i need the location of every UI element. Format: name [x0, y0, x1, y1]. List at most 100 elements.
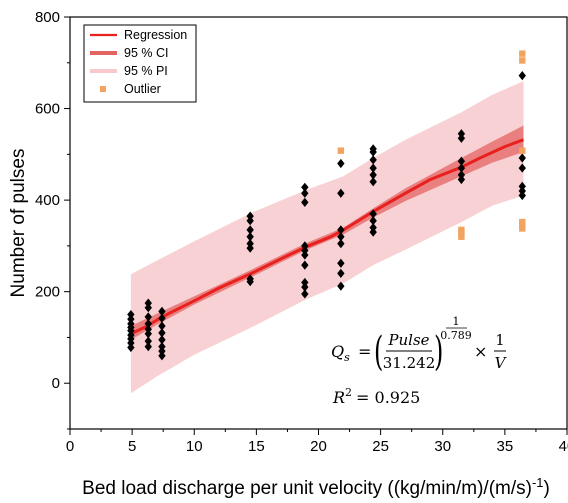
equation-equals: =: [358, 342, 371, 361]
data-point: [369, 177, 377, 187]
equation-right-paren: ): [434, 327, 443, 374]
data-point: [246, 276, 254, 287]
equation-frac2-denominator: V: [495, 354, 508, 372]
data-point: [144, 303, 152, 313]
data-point: [158, 328, 166, 338]
data-point: [337, 239, 345, 249]
equation-exponent-denominator: 0.789: [440, 329, 472, 342]
data-point: [158, 313, 166, 323]
data-point: [246, 225, 254, 235]
outlier-point: [519, 50, 526, 57]
data-point: [337, 188, 345, 198]
legend-outlier-swatch: [100, 86, 106, 92]
x-tick-label: 10: [186, 438, 203, 455]
data-point: [369, 227, 377, 237]
regression-line: [130, 138, 525, 336]
data-point: [144, 342, 152, 352]
r-squared-value: = 0.925: [356, 388, 420, 407]
outlier-point: [519, 225, 526, 232]
y-tick-label: 800: [35, 9, 60, 26]
outlier-point: [458, 226, 465, 234]
equation-denominator: 31.242: [383, 354, 436, 372]
data-point: [301, 188, 309, 198]
x-axis-title-close: ): [544, 478, 550, 499]
data-point: [457, 163, 466, 173]
equation-annotation: Qs = ( Pulse 31.242 ) 1 0.789 × 1 V: [331, 315, 508, 375]
equation-left-paren: (: [374, 327, 383, 374]
data-point: [369, 216, 377, 226]
data-point: [246, 243, 254, 253]
outlier-point: [337, 147, 345, 154]
x-axis-title-main: Bed load discharge per unit velocity ((k…: [82, 478, 532, 499]
data-point: [457, 156, 466, 166]
outlier-point: [458, 229, 465, 237]
ci-band: [130, 125, 524, 340]
data-point: [369, 170, 377, 180]
data-point: [144, 319, 152, 329]
legend-outlier-label: Outlier: [124, 82, 161, 96]
x-tick-label: 35: [497, 438, 514, 455]
equation-lhs-subscript: s: [344, 351, 350, 364]
data-point: [337, 232, 345, 242]
y-tick-label: 0: [52, 375, 60, 392]
data-point: [369, 155, 377, 165]
data-point: [518, 190, 526, 201]
data-point: [158, 306, 166, 316]
data-point: [457, 174, 466, 185]
legend: Regression 95 % CI 95 % PI Outlier: [83, 24, 197, 103]
data-point: [301, 260, 309, 270]
legend-ci-label: 95 % CI: [124, 46, 168, 60]
data-point: [301, 182, 309, 192]
data-point: [369, 147, 377, 157]
x-tick-label: 40: [559, 438, 568, 455]
equation-numerator: Pulse: [387, 331, 429, 349]
x-tick-label: 0: [66, 438, 74, 455]
equation-frac2-numerator: 1: [495, 331, 505, 349]
x-axis-title-superscript: -1: [532, 475, 544, 490]
data-point: [301, 282, 309, 292]
data-point: [158, 335, 166, 345]
x-tick-label: 20: [310, 438, 327, 455]
data-point: [144, 329, 152, 339]
data-point: [337, 225, 345, 235]
data-point: [369, 163, 377, 173]
data-point: [518, 153, 526, 163]
x-axis-title: Bed load discharge per unit velocity ((k…: [82, 475, 550, 499]
legend-pi-swatch: [90, 69, 117, 73]
data-point: [337, 281, 345, 291]
outlier-point: [458, 233, 465, 240]
outlier-point: [519, 57, 526, 64]
data-point: [301, 289, 309, 299]
equation-exponent-numerator: 1: [453, 315, 460, 328]
x-axis: 0 5 10 15 20 25 30 35 40: [66, 429, 568, 455]
legend-regression-label: Regression: [124, 28, 187, 42]
y-axis-title: Number of pulses: [8, 149, 29, 298]
points-layer: [127, 50, 526, 361]
data-point: [246, 232, 254, 242]
y-tick-label: 600: [35, 101, 60, 118]
ci-band-layer: [130, 125, 524, 340]
data-point: [144, 336, 152, 346]
data-point: [369, 209, 377, 219]
data-point: [158, 351, 166, 361]
data-point: [337, 258, 345, 268]
outlier-point: [519, 147, 526, 154]
data-point: [127, 342, 135, 353]
data-point: [337, 268, 345, 278]
r-squared-annotation: R2 = 0.925: [332, 386, 420, 407]
x-tick-label: 25: [372, 438, 389, 455]
data-point: [518, 70, 526, 81]
data-point: [246, 216, 254, 226]
r-squared-exponent: 2: [345, 386, 352, 399]
y-axis: 0 200 400 600 800: [35, 9, 70, 430]
x-tick-label: 15: [248, 438, 265, 455]
outlier-point: [519, 222, 526, 229]
outlier-point: [519, 218, 526, 226]
data-point: [457, 133, 466, 143]
legend-pi-label: 95 % PI: [124, 64, 168, 78]
y-tick-label: 200: [35, 284, 60, 301]
equation-lhs: Qs: [331, 342, 350, 364]
data-point: [158, 321, 166, 331]
y-tick-label: 400: [35, 192, 60, 209]
